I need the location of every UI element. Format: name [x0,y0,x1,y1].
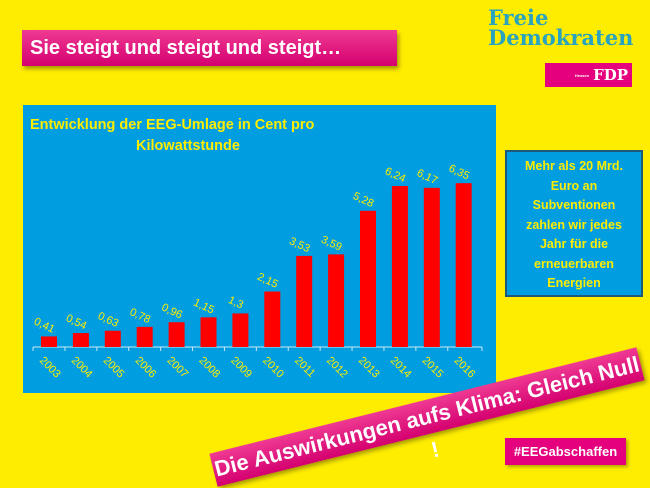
data-label: 6,35 [447,162,471,182]
bar-2014 [391,186,408,347]
x-tick-label: 2008 [196,355,222,381]
data-label: 5,28 [351,190,375,210]
logo-line2: Demokraten [488,25,634,50]
hashtag-badge: #EEGabschaffen [505,438,626,465]
x-tick-label: 2010 [260,355,286,381]
data-label: 1,3 [226,294,245,311]
x-tick-label: 2011 [292,355,317,380]
bar-2004 [72,333,89,347]
bar-2006 [136,326,153,347]
data-label: 6,24 [383,165,407,185]
bar-2015 [423,187,440,347]
info-line: Euro an [550,178,598,193]
info-line: Subventionen [532,198,616,212]
logo-line1: Freie [488,5,549,30]
slide-title: Sie steigt und steigt und steigt… [22,30,397,66]
x-tick-label: 2013 [356,355,382,381]
chart-title: Entwicklung der EEG-Umlage in Cent pro K… [23,115,353,157]
x-tick-label: 2003 [37,355,63,381]
data-label: 3,59 [319,234,343,254]
x-tick-label: 2007 [164,355,190,381]
chart-title-line1: Entwicklung der EEG-Umlage in Cent pro [30,117,315,133]
data-label: 3,53 [287,235,311,255]
logo-party: FDP [593,66,628,84]
info-line: zahlen wir jedes [526,217,622,232]
data-label: 0,41 [32,316,56,336]
bar-2012 [328,254,345,347]
bar-2008 [200,317,217,347]
bar-2003 [41,336,57,347]
info-line: Mehr als 20 Mrd. [525,159,623,173]
chart-title-line2: Kilowattstunde [136,138,240,154]
x-tick-label: 2009 [228,355,254,381]
bar-2010 [264,291,281,347]
x-tick-label: 2014 [388,355,414,381]
logo-fdp-badge: Hessen FDP [545,63,632,87]
bar-2007 [168,322,185,347]
x-tick-label: 2015 [420,355,446,381]
x-tick-label: 2006 [133,355,159,381]
bar-2009 [232,313,249,347]
data-label: 1,15 [192,297,216,317]
bar-2016 [455,183,472,347]
data-label: 0,78 [128,306,152,326]
bar-2011 [296,255,313,347]
info-line: Energien [547,276,601,290]
data-label: 0,63 [96,310,120,330]
info-line: erneuerbaren [534,256,614,271]
bar-2005 [104,330,121,347]
bar-2013 [360,210,376,347]
data-label: 0,54 [64,312,88,332]
data-label: 0,96 [160,302,184,322]
x-tick-label: 2012 [324,355,350,381]
chart: Entwicklung der EEG-Umlage in Cent pro K… [23,105,496,393]
logo-region: Hessen [574,73,590,78]
bar-chart-svg: 0,41 2003 0,54 2004 0,63 2005 0,78 2006 0,96 2007… [32,162,483,381]
info-box: Mehr als 20 Mrd. Euro an Subventionen za… [505,150,643,297]
data-label: 6,17 [415,167,439,187]
fdp-logo: Freie Demokraten Hessen FDP [488,5,638,87]
info-line: Jahr für die [539,237,609,251]
x-tick-label: 2005 [101,355,127,381]
x-tick-label: 2016 [452,355,478,381]
x-tick-label: 2004 [69,355,95,381]
data-label: 2,15 [255,271,279,291]
